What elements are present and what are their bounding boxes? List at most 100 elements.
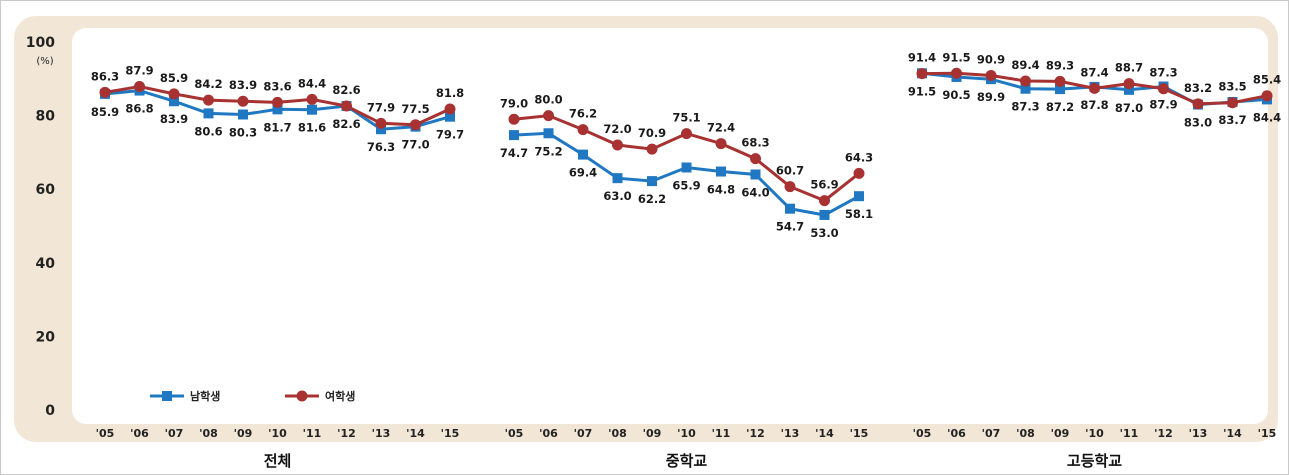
data-label-female: 85.9 (160, 71, 188, 85)
data-label-female: 89.4 (1011, 58, 1039, 72)
data-label-female: 83.9 (229, 78, 257, 92)
y-tick-label: 100 (26, 35, 55, 51)
data-label-male: 64.8 (707, 183, 735, 197)
data-label-male: 81.7 (263, 120, 291, 134)
data-point-male (750, 169, 761, 180)
data-point-female (203, 94, 214, 106)
x-tick-label: '12 (746, 427, 765, 440)
data-label-female: 83.5 (1218, 80, 1246, 94)
data-label-female: 87.4 (1080, 65, 1108, 79)
data-label-female: 85.4 (1253, 73, 1281, 87)
data-point-female (985, 69, 997, 81)
data-point-male (543, 128, 554, 139)
y-tick-label: 80 (36, 109, 56, 125)
data-point-male (612, 173, 623, 184)
data-label-male: 83.0 (1184, 116, 1212, 130)
x-tick-label: '15 (850, 427, 869, 440)
data-point-female (750, 153, 761, 165)
group-label: 고등학교 (1067, 452, 1122, 470)
data-label-female: 87.9 (125, 64, 153, 78)
group-label: 전체 (264, 452, 292, 470)
data-label-female: 83.2 (1184, 81, 1212, 95)
data-label-female: 91.5 (942, 50, 970, 64)
x-tick-label: '07 (165, 427, 184, 440)
data-label-male: 76.3 (367, 140, 395, 154)
y-unit-label: (%) (36, 56, 53, 67)
data-label-female: 76.2 (569, 107, 597, 121)
data-label-male: 75.2 (534, 144, 562, 158)
data-label-female: 70.9 (638, 126, 666, 140)
data-point-female (784, 181, 796, 193)
data-point-male (272, 104, 283, 115)
data-label-male: 74.7 (500, 146, 528, 160)
group-label: 중학교 (666, 452, 708, 470)
x-tick-label: '05 (913, 427, 932, 440)
data-point-male (203, 108, 214, 119)
data-label-male: 86.8 (125, 102, 153, 116)
data-label-male: 85.9 (91, 105, 119, 119)
data-label-male: 53.0 (810, 226, 838, 240)
plot-area (72, 28, 1268, 424)
x-tick-label: '13 (781, 427, 800, 440)
data-point-female (272, 96, 283, 108)
y-tick-label: 20 (36, 329, 56, 345)
data-point-female (819, 195, 830, 207)
data-label-female: 82.6 (332, 83, 360, 97)
data-point-female (951, 67, 962, 79)
x-tick-label: '10 (677, 427, 696, 440)
x-tick-label: '07 (982, 427, 1001, 440)
data-label-female: 81.8 (436, 86, 464, 100)
data-label-female: 64.3 (845, 150, 873, 164)
x-tick-label: '09 (1051, 427, 1070, 440)
data-label-female: 90.9 (977, 52, 1005, 66)
data-point-male (681, 162, 692, 173)
data-label-male: 89.9 (977, 90, 1005, 104)
x-tick-label: '08 (1016, 427, 1035, 440)
x-tick-label: '06 (130, 427, 149, 440)
data-point-female (1054, 75, 1066, 87)
data-point-male (716, 166, 726, 177)
data-label-male: 58.1 (845, 207, 873, 221)
data-point-female (646, 143, 658, 155)
data-label-female: 84.4 (298, 76, 326, 90)
legend-marker-female (296, 390, 308, 402)
data-label-male: 62.2 (638, 192, 666, 206)
data-point-female (577, 124, 589, 136)
data-point-female (543, 110, 554, 122)
legend-label: 남학생 (190, 389, 220, 403)
x-tick-label: '15 (1258, 427, 1277, 440)
data-point-female (1020, 75, 1031, 87)
data-point-female (715, 138, 727, 150)
y-tick-label: 60 (36, 182, 56, 198)
data-label-male: 87.0 (1115, 101, 1143, 115)
data-point-female (341, 100, 352, 112)
x-tick-label: '05 (96, 427, 115, 440)
data-point-male (238, 109, 248, 120)
data-label-female: 89.3 (1046, 58, 1074, 72)
data-point-male (169, 96, 179, 107)
data-label-female: 77.5 (401, 102, 429, 116)
data-point-female (168, 88, 180, 100)
data-label-male: 90.5 (942, 88, 970, 102)
x-tick-label: '09 (234, 427, 253, 440)
legend-label: 여학생 (325, 389, 355, 403)
x-tick-label: '09 (643, 427, 662, 440)
data-label-male: 87.9 (1149, 98, 1177, 112)
data-label-female: 72.4 (707, 121, 735, 135)
data-point-male (376, 124, 386, 135)
data-label-male: 80.3 (229, 125, 257, 139)
x-tick-label: '06 (947, 427, 966, 440)
data-point-female (1192, 98, 1204, 110)
data-label-male: 65.9 (672, 178, 700, 192)
data-point-female (1158, 83, 1169, 95)
data-label-male: 54.7 (776, 220, 804, 234)
x-tick-label: '14 (1223, 427, 1242, 440)
data-label-female: 80.0 (534, 93, 562, 107)
x-tick-label: '11 (712, 427, 731, 440)
data-point-male (445, 111, 455, 122)
data-point-female (853, 167, 865, 179)
data-point-female (306, 93, 318, 105)
data-point-male (1124, 84, 1134, 95)
data-point-male (1055, 84, 1065, 95)
